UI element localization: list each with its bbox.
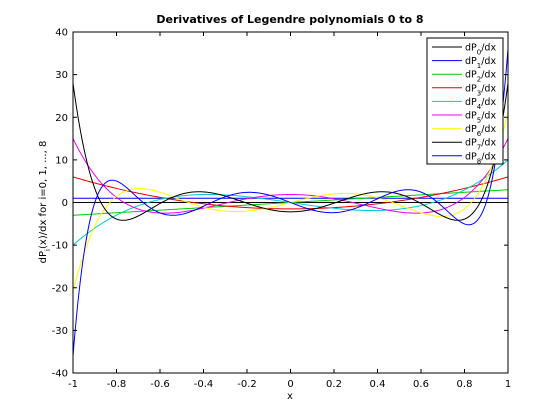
y-axis-label-main: dP [38, 251, 49, 263]
legend-label-8: dP8/dx [465, 151, 496, 165]
legend-label-0: dP0/dx [465, 43, 496, 57]
y-tick-label: 30 [55, 70, 68, 81]
y-axis-label-tail: (x)/dx for i=0, 1, ..., 8 [38, 141, 49, 249]
legend: dP0/dxdP1/dxdP2/dxdP3/dxdP4/dxdP5/dxdP6/… [426, 37, 504, 165]
y-tick-label: 40 [55, 28, 68, 39]
y-tick-label: -20 [52, 283, 68, 294]
legend-label-1: dP1/dx [465, 56, 496, 70]
series-line-8 [72, 49, 509, 356]
legend-label-7: dP7/dx [465, 138, 496, 152]
y-axis-ticks: -40 -30 -20 -10 0 10 20 30 40 [52, 28, 508, 380]
x-tick-label: -0.6 [150, 379, 170, 390]
legend-label-4: dP4/dx [465, 97, 496, 111]
x-tick-label: 0.2 [326, 379, 342, 390]
series-line-5 [72, 138, 509, 214]
chart-title: Derivatives of Legendre polynomials 0 to… [156, 13, 423, 26]
y-axis-label: dPi(x)/dx for i=0, 1, ..., 8 [38, 141, 52, 264]
y-tick-label: 10 [55, 155, 68, 166]
legend-label-5: dP5/dx [465, 111, 496, 125]
legend-label-3: dP3/dx [465, 83, 496, 97]
x-tick-label: 0.6 [413, 379, 429, 390]
x-tick-label: 0 [287, 379, 293, 390]
x-tick-label: -0.8 [107, 379, 127, 390]
legend-label-6: dP6/dx [465, 124, 496, 138]
legend-label-2: dP2/dx [465, 70, 496, 84]
x-tick-label: -1 [68, 379, 78, 390]
series-line-3 [72, 176, 509, 210]
x-tick-label: 1 [505, 379, 511, 390]
y-tick-label: 0 [62, 198, 68, 209]
y-tick-label: -30 [52, 326, 68, 337]
y-tick-label: -40 [52, 369, 68, 380]
y-tick-label: -10 [52, 241, 68, 252]
x-axis-label: x [287, 391, 293, 402]
series-layer [72, 49, 509, 356]
y-tick-label: 20 [55, 113, 68, 124]
x-tick-label: 0.8 [457, 379, 473, 390]
y-axis-label-subscript: i [44, 249, 52, 251]
x-tick-label: -0.2 [237, 379, 257, 390]
series-line-7 [72, 83, 509, 221]
x-tick-label: -0.4 [194, 379, 214, 390]
x-axis-ticks: -1 -0.8 -0.6 -0.4 -0.2 0 0.2 0.4 0.6 0.8 1 [68, 32, 511, 390]
x-tick-label: 0.4 [370, 379, 386, 390]
